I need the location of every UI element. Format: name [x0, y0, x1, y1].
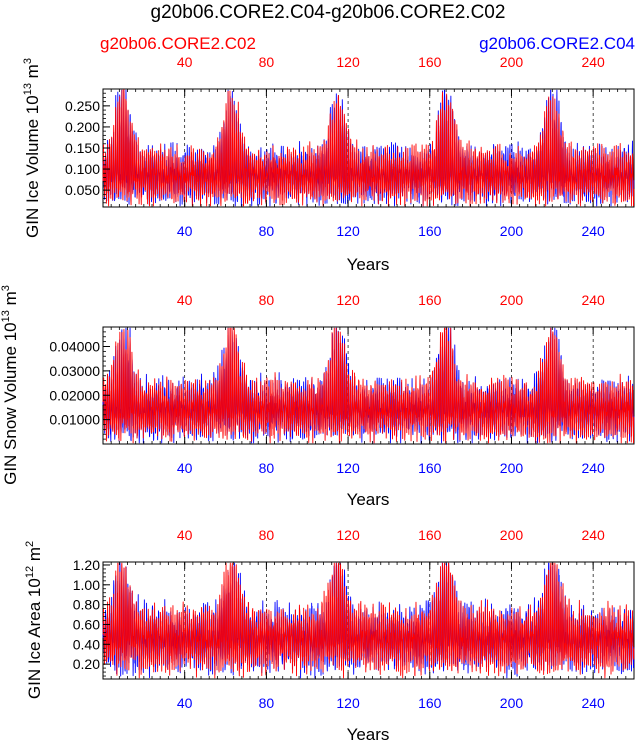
y-axis-label-main: GIN Ice Volume 10	[23, 95, 42, 238]
y-tick-label: 0.60	[73, 616, 100, 632]
x-tick-label-top: 160	[418, 54, 442, 70]
x-tick-label-top: 160	[418, 292, 442, 308]
y-tick-label: 0.03000	[49, 363, 100, 379]
x-tick-label-top: 40	[177, 54, 193, 70]
legend-right-label: g20b06.CORE2.C04	[479, 34, 635, 53]
legend-left-label: g20b06.CORE2.C02	[100, 34, 256, 53]
x-tick-label-bottom: 160	[418, 695, 442, 711]
y-tick-label: 0.150	[65, 140, 100, 156]
y-axis-label: GIN Ice Area 1012 m2	[24, 541, 44, 699]
y-axis-label-exponent: 13	[22, 83, 34, 95]
x-tick-label-bottom: 160	[418, 460, 442, 476]
y-tick-label: 0.200	[65, 119, 100, 135]
x-tick-label-top: 80	[259, 527, 275, 543]
x-tick-label-bottom: 240	[581, 460, 605, 476]
x-tick-label-bottom: 40	[177, 695, 193, 711]
y-tick-label: 0.40	[73, 636, 100, 652]
series-line-c02	[102, 327, 635, 444]
y-tick-label: 1.00	[73, 577, 100, 593]
x-tick-label-top: 160	[418, 527, 442, 543]
panel-ice-volume: GIN Ice Volume 1013 m3 Years 0.050 0.100 0…	[22, 54, 635, 274]
figure-title: g20b06.CORE2.C04-g20b06.CORE2.C02	[151, 2, 506, 23]
x-tick-label-bottom: 160	[418, 223, 442, 239]
x-axis-label: Years	[347, 725, 390, 742]
y-tick-label: 0.04000	[49, 339, 100, 355]
series-line-c02	[102, 562, 635, 679]
x-tick-label-top: 200	[500, 54, 524, 70]
x-tick-label-bottom: 120	[336, 223, 360, 239]
y-axis-label-unit: m	[25, 547, 44, 566]
y-axis-label-unit-exponent: 2	[24, 541, 36, 547]
x-tick-label-top: 40	[177, 527, 193, 543]
y-tick-label: 0.050	[65, 182, 100, 198]
x-tick-label-bottom: 80	[259, 460, 275, 476]
x-tick-label-bottom: 80	[259, 695, 275, 711]
x-tick-label-top: 40	[177, 292, 193, 308]
y-tick-label: 0.100	[65, 161, 100, 177]
y-axis-label-unit: m	[23, 64, 42, 83]
y-tick-label: 0.80	[73, 597, 100, 613]
x-tick-label-bottom: 200	[500, 695, 524, 711]
x-axis-label: Years	[347, 490, 390, 509]
x-tick-label-top: 80	[259, 292, 275, 308]
y-axis-label-exponent: 13	[0, 310, 12, 322]
x-tick-label-top: 240	[581, 54, 605, 70]
x-tick-label-bottom: 120	[336, 695, 360, 711]
y-tick-label: 1.20	[73, 557, 100, 573]
y-axis-label-unit: m	[1, 291, 20, 310]
y-tick-label: 0.02000	[49, 387, 100, 403]
series-line-c02	[102, 89, 635, 207]
x-tick-label-top: 120	[336, 54, 360, 70]
y-tick-label: 0.20	[73, 656, 100, 672]
x-tick-label-bottom: 40	[177, 223, 193, 239]
x-tick-label-top: 120	[336, 292, 360, 308]
x-tick-label-top: 200	[500, 292, 524, 308]
x-tick-label-bottom: 120	[336, 460, 360, 476]
x-tick-label-bottom: 200	[500, 223, 524, 239]
x-tick-label-top: 200	[500, 527, 524, 543]
x-tick-label-top: 240	[581, 527, 605, 543]
x-tick-label-bottom: 40	[177, 460, 193, 476]
x-tick-label-top: 240	[581, 292, 605, 308]
x-tick-label-bottom: 80	[259, 223, 275, 239]
x-axis-label: Years	[347, 255, 390, 274]
y-axis-label-unit-exponent: 3	[0, 285, 12, 291]
y-axis-label: GIN Snow Volume 1013 m3	[0, 285, 20, 485]
x-tick-label-bottom: 200	[500, 460, 524, 476]
y-tick-label: 0.250	[65, 98, 100, 114]
panel-ice-area: GIN Ice Area 1012 m2 Years 0.20 0.40 0.60 0…	[24, 527, 635, 742]
x-tick-label-top: 80	[259, 54, 275, 70]
y-tick-label: 0.01000	[49, 412, 100, 428]
x-tick-label-bottom: 240	[581, 695, 605, 711]
x-tick-label-top: 120	[336, 527, 360, 543]
panel-snow-volume: GIN Snow Volume 1013 m3 Years 0.01000 0.0…	[0, 285, 635, 509]
y-axis-label-exponent: 12	[24, 566, 36, 578]
y-axis-label-unit-exponent: 3	[22, 58, 34, 64]
y-axis-label: GIN Ice Volume 1013 m3	[22, 58, 42, 238]
y-axis-label-main: GIN Snow Volume 10	[1, 322, 20, 485]
x-tick-label-bottom: 240	[581, 223, 605, 239]
y-axis-label-main: GIN Ice Area 10	[25, 578, 44, 699]
